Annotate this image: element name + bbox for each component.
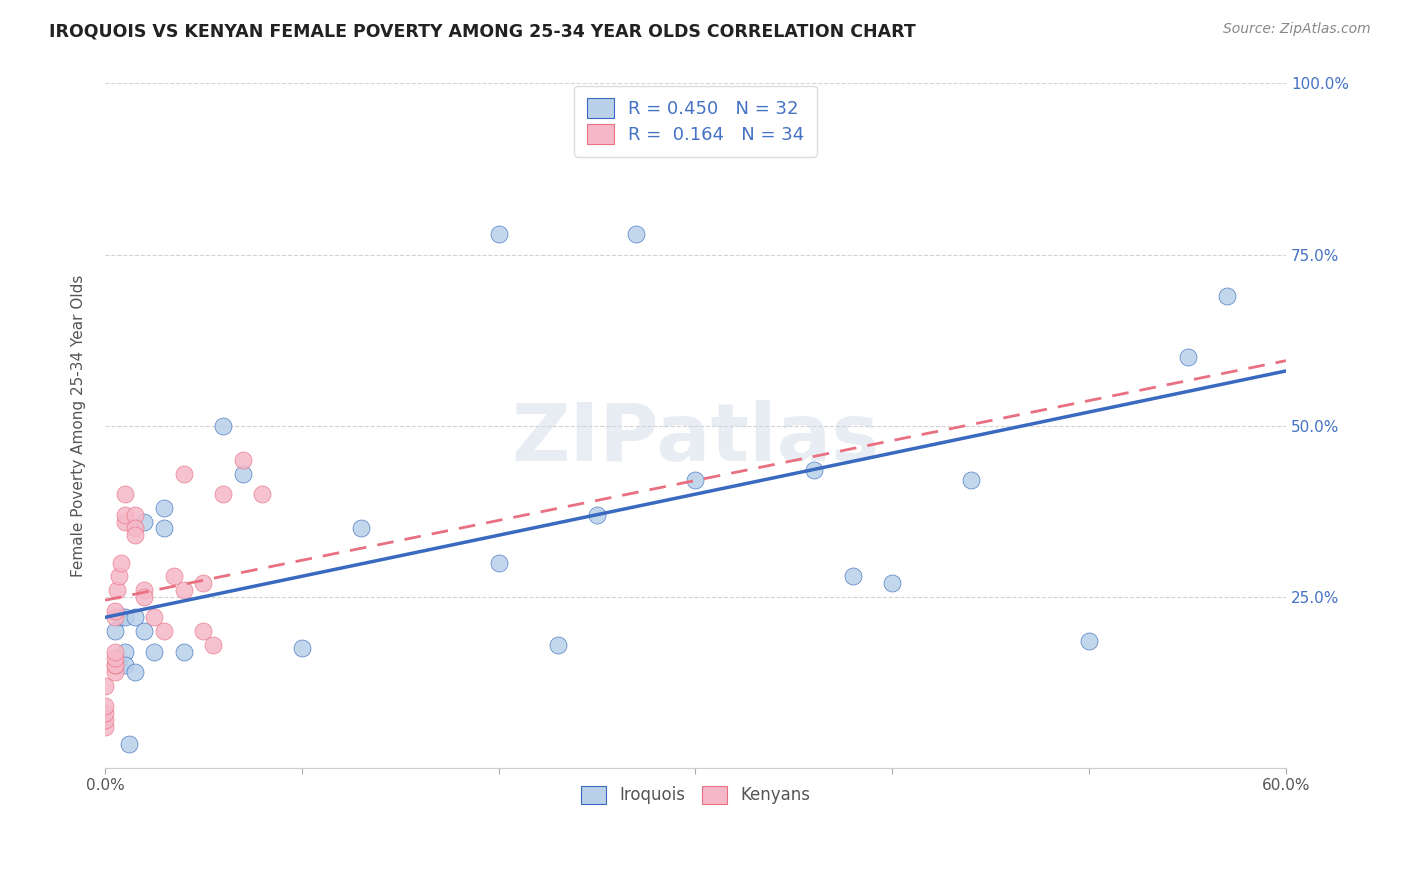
Point: [107, 569, 129, 583]
Point: [94, 679, 117, 693]
Point: [173, 644, 195, 658]
Point: [134, 515, 156, 529]
Point: [153, 521, 176, 535]
Point: [882, 576, 904, 591]
Point: [153, 500, 176, 515]
Point: [193, 576, 215, 591]
Point: [94, 706, 117, 721]
Point: [193, 624, 215, 638]
Point: [842, 569, 865, 583]
Point: [1177, 350, 1199, 364]
Point: [173, 582, 195, 597]
Point: [104, 665, 127, 679]
Point: [107, 658, 129, 673]
Point: [110, 556, 132, 570]
Point: [104, 658, 127, 673]
Point: [488, 556, 510, 570]
Text: ZIPatlas: ZIPatlas: [512, 401, 880, 478]
Point: [104, 658, 127, 673]
Point: [114, 644, 136, 658]
Point: [212, 487, 235, 501]
Point: [960, 474, 983, 488]
Point: [586, 508, 609, 522]
Point: [94, 713, 117, 727]
Point: [104, 610, 127, 624]
Point: [1078, 634, 1101, 648]
Y-axis label: Female Poverty Among 25-34 Year Olds: Female Poverty Among 25-34 Year Olds: [72, 275, 86, 577]
Point: [117, 737, 139, 751]
Text: IROQUOIS VS KENYAN FEMALE POVERTY AMONG 25-34 YEAR OLDS CORRELATION CHART: IROQUOIS VS KENYAN FEMALE POVERTY AMONG …: [49, 22, 915, 40]
Point: [104, 603, 127, 617]
Point: [114, 487, 136, 501]
Point: [124, 508, 146, 522]
Point: [134, 624, 156, 638]
Point: [114, 515, 136, 529]
Point: [114, 610, 136, 624]
Point: [803, 463, 825, 477]
Point: [232, 467, 254, 481]
Point: [685, 474, 707, 488]
Point: [1216, 288, 1239, 302]
Point: [110, 610, 132, 624]
Point: [488, 227, 510, 241]
Point: [212, 418, 235, 433]
Point: [143, 644, 166, 658]
Point: [291, 641, 314, 656]
Point: [94, 699, 117, 714]
Point: [105, 582, 128, 597]
Point: [114, 508, 136, 522]
Point: [350, 521, 373, 535]
Point: [626, 227, 648, 241]
Point: [153, 624, 176, 638]
Point: [94, 720, 117, 734]
Point: [104, 651, 127, 665]
Point: [547, 638, 569, 652]
Point: [124, 528, 146, 542]
Point: [134, 582, 156, 597]
Legend: Iroquois, Kenyans: Iroquois, Kenyans: [571, 776, 820, 814]
Point: [124, 665, 146, 679]
Point: [124, 521, 146, 535]
Point: [163, 569, 186, 583]
Text: Source: ZipAtlas.com: Source: ZipAtlas.com: [1223, 22, 1371, 37]
Point: [124, 610, 146, 624]
Point: [104, 644, 127, 658]
Point: [202, 638, 225, 652]
Point: [232, 453, 254, 467]
Point: [173, 467, 195, 481]
Point: [134, 590, 156, 604]
Point: [252, 487, 274, 501]
Point: [104, 624, 127, 638]
Point: [114, 658, 136, 673]
Point: [143, 610, 166, 624]
